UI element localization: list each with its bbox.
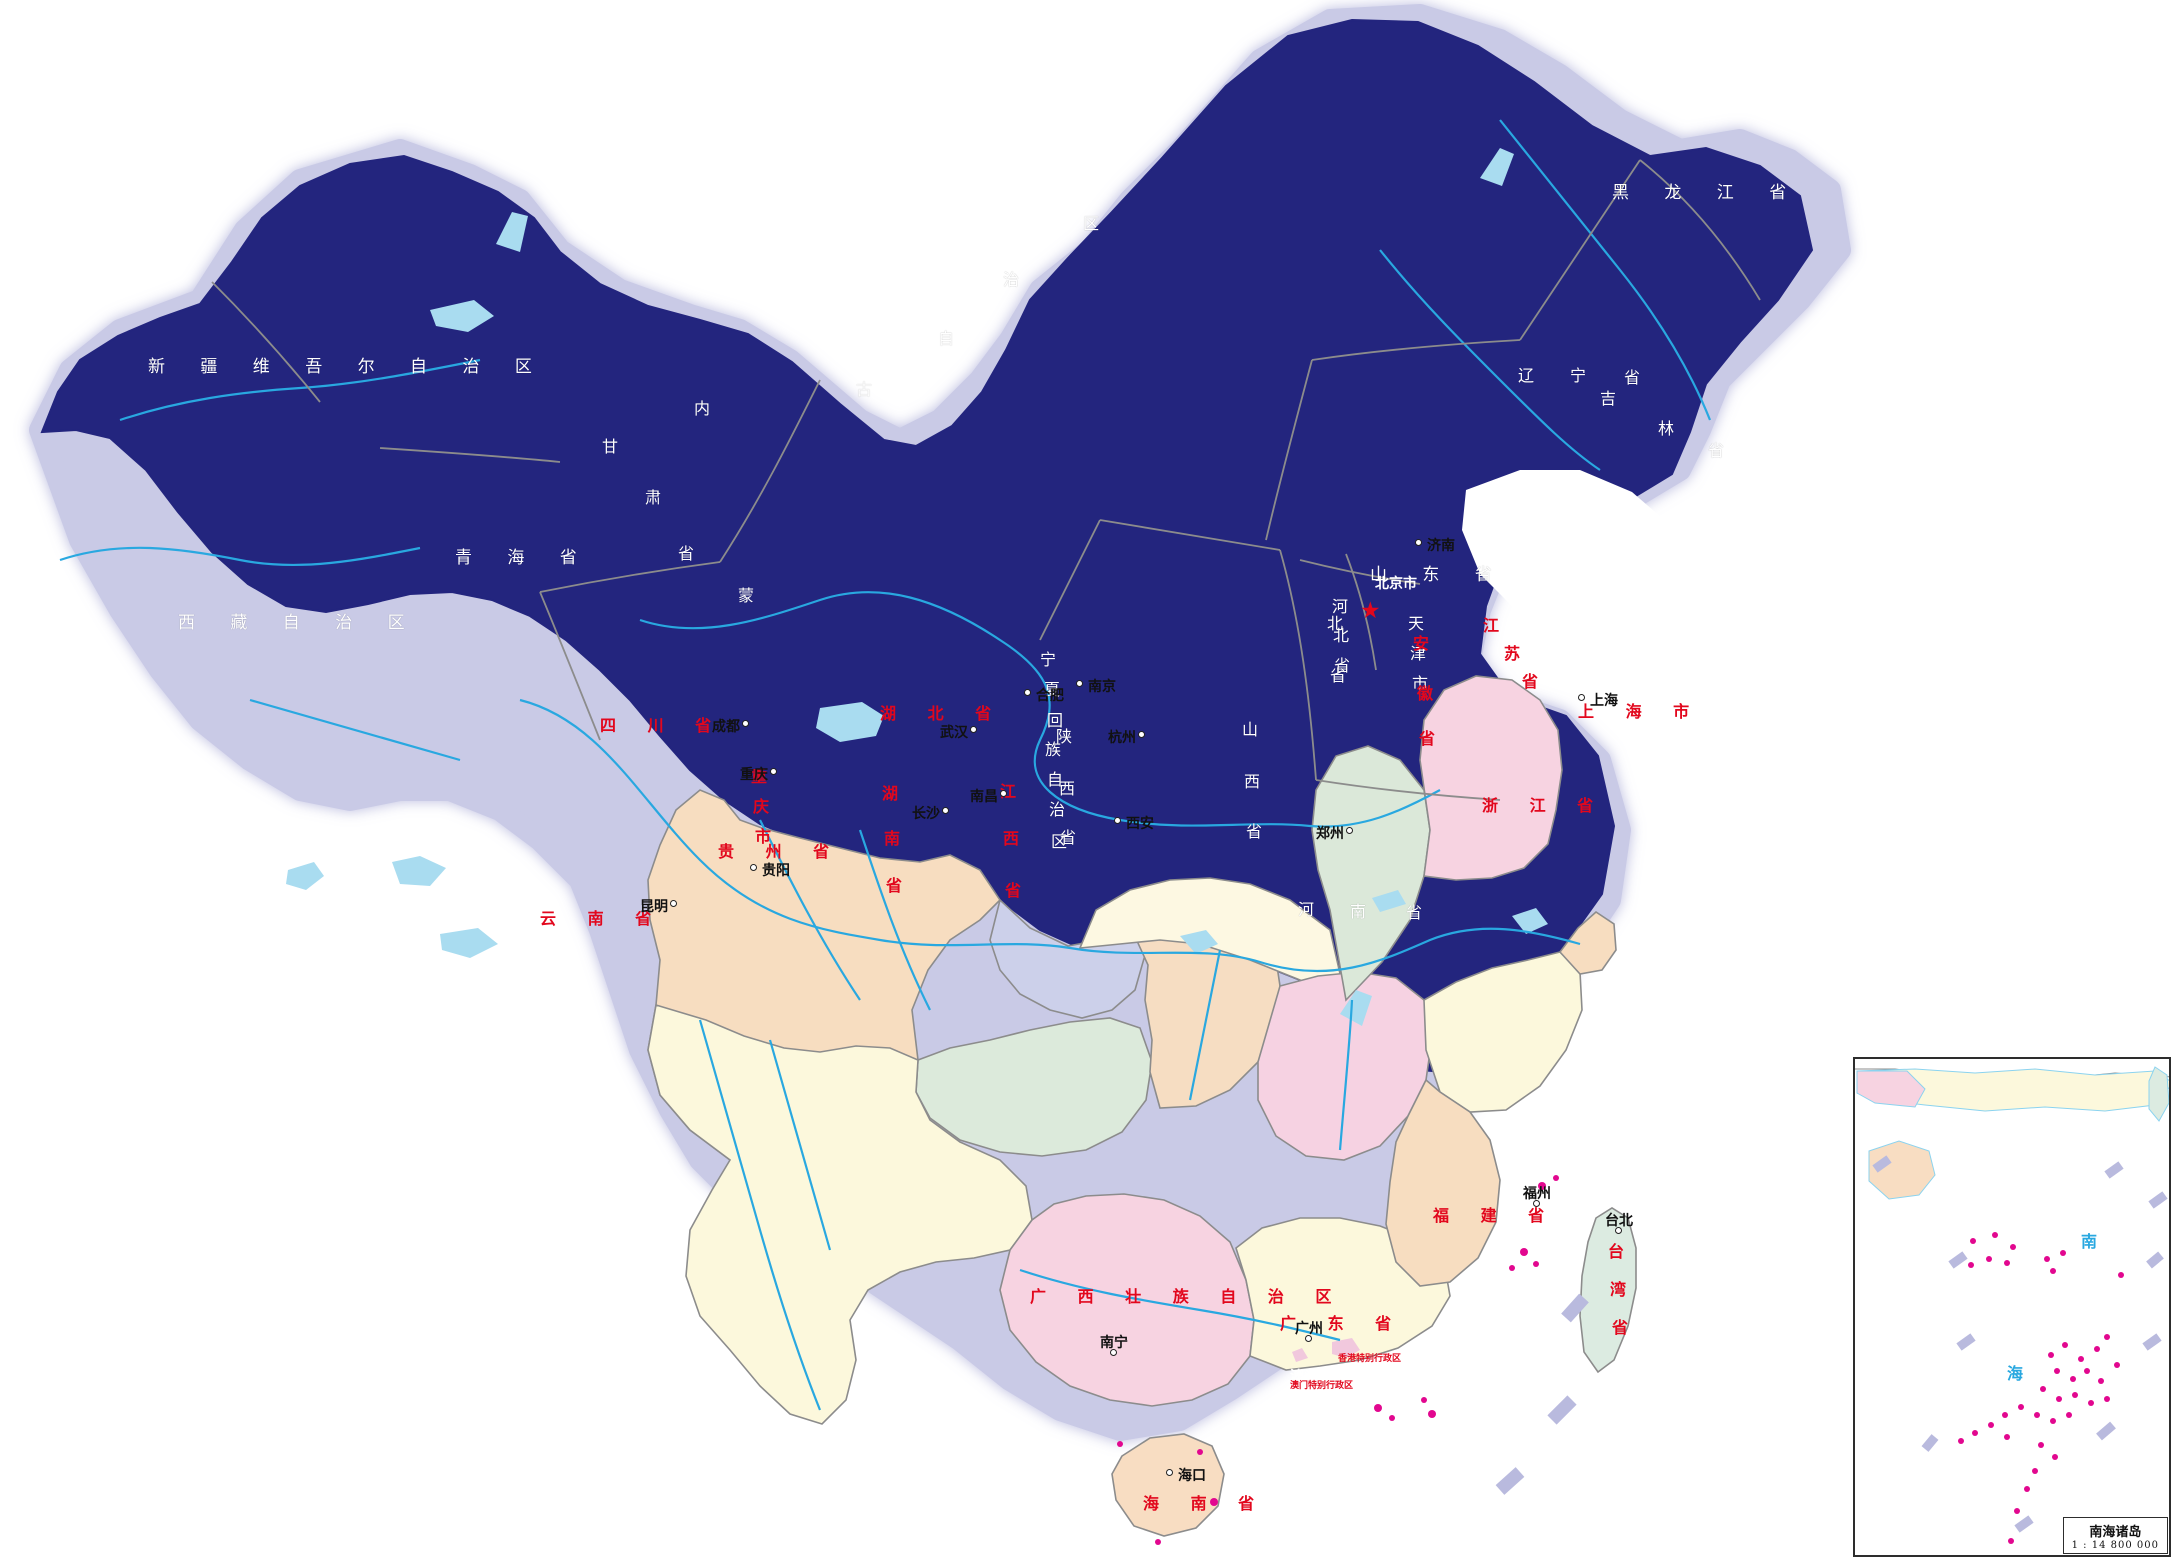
- province-hongkong[interactable]: [1332, 1338, 1360, 1358]
- city-marker-杭州[interactable]: [1138, 731, 1145, 738]
- city-marker-海口[interactable]: [1166, 1469, 1173, 1476]
- city-marker-福州[interactable]: [1533, 1200, 1540, 1207]
- lake-xinjiang-1: [430, 300, 494, 332]
- city-marker-广州[interactable]: [1305, 1335, 1312, 1342]
- lake-qinghai: [816, 702, 884, 742]
- city-marker-昆明[interactable]: [670, 900, 677, 907]
- svg-text:海: 海: [2007, 1364, 2023, 1383]
- river-nw-2: [59, 546, 421, 567]
- city-marker-上海[interactable]: [1578, 694, 1585, 701]
- lake-tibet-3: [440, 928, 498, 958]
- sea-bohai: [1462, 470, 1700, 640]
- lake-chaohu: [1372, 890, 1406, 912]
- river-hunan: [1188, 949, 1222, 1101]
- river-yellow: [639, 591, 1441, 828]
- city-marker-合肥[interactable]: [1024, 689, 1031, 696]
- inset-guangxi: [1856, 1070, 1926, 1108]
- inset-caption: 南海诸岛 1 : 14 800 000: [2062, 1517, 2168, 1554]
- river-yunnan-1: [698, 1019, 822, 1411]
- city-marker-成都[interactable]: [742, 720, 749, 727]
- lake-tibet-2: [392, 856, 446, 886]
- island-markers: [1117, 1175, 1559, 1545]
- city-marker-台北[interactable]: [1615, 1227, 1622, 1234]
- province-macau[interactable]: [1292, 1348, 1308, 1362]
- river-pearl: [1019, 1268, 1341, 1342]
- province-taiwan[interactable]: [1579, 1207, 1637, 1374]
- river-tibet-1: [249, 698, 461, 762]
- city-marker-南京[interactable]: [1076, 680, 1083, 687]
- province-yunnan[interactable]: [647, 1003, 1033, 1425]
- city-marker-武汉[interactable]: [970, 726, 977, 733]
- city-marker-南昌[interactable]: [1000, 790, 1007, 797]
- river-jiangxi: [1338, 999, 1354, 1151]
- city-marker-郑州[interactable]: [1346, 827, 1353, 834]
- inset-taiwan: [2148, 1066, 2169, 1122]
- rivers: [59, 119, 1712, 1411]
- province-fujian[interactable]: [1385, 1078, 1501, 1287]
- capital-star-marker[interactable]: ★: [1360, 598, 1381, 624]
- inset-scale: 1 : 14 800 000: [2071, 1540, 2159, 1551]
- inset-title: 南海诸岛: [2089, 1525, 2142, 1540]
- province-shanghai[interactable]: [1558, 910, 1617, 975]
- river-sc-1: [759, 819, 861, 1001]
- river-sc-2: [858, 829, 931, 1011]
- river-ne-2: [1379, 249, 1601, 471]
- inset-hainan: [1868, 1140, 1936, 1200]
- lake-dongting: [1180, 930, 1218, 954]
- province-guizhou[interactable]: [915, 1017, 1153, 1157]
- lake-xinjiang-2: [496, 212, 528, 252]
- lake-hulun: [1480, 148, 1514, 186]
- river-nw-1: [119, 358, 481, 422]
- city-marker-长沙[interactable]: [942, 807, 949, 814]
- internal-borders: [211, 159, 1761, 801]
- nine-dash-line: [1495, 1293, 1589, 1495]
- city-marker-重庆[interactable]: [770, 768, 777, 775]
- river-yangtze: [519, 698, 1581, 973]
- inset-reefs: [1958, 1232, 2124, 1544]
- inset-dash-line: [1872, 1155, 2168, 1533]
- province-jiangsu[interactable]: [1419, 675, 1563, 881]
- river-ne-1: [1499, 119, 1712, 421]
- river-yunnan-2: [768, 1039, 832, 1251]
- city-marker-南宁[interactable]: [1110, 1349, 1117, 1356]
- lake-tibet-1: [286, 862, 324, 890]
- lake-taihu: [1512, 908, 1548, 934]
- inset-map-south-china-sea[interactable]: 南 海 南海诸岛 1 : 14 800 000: [1853, 1057, 2171, 1557]
- province-hainan[interactable]: [1111, 1433, 1225, 1537]
- lake-poyang: [1340, 990, 1372, 1026]
- province-guangxi[interactable]: [999, 1193, 1255, 1407]
- svg-text:南: 南: [2081, 1232, 2097, 1251]
- city-marker-贵阳[interactable]: [750, 864, 757, 871]
- city-marker-西安[interactable]: [1114, 817, 1121, 824]
- province-chongqing[interactable]: [989, 898, 1146, 1019]
- city-marker-济南[interactable]: [1415, 539, 1422, 546]
- water-bodies: [286, 148, 1700, 1026]
